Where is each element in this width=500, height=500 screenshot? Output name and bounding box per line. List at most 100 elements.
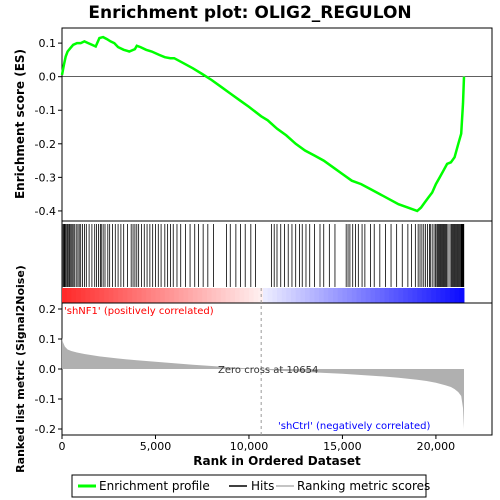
color-band-segment bbox=[183, 288, 189, 303]
color-band-segment bbox=[136, 288, 142, 303]
color-band-segment bbox=[80, 288, 86, 303]
color-band-segment bbox=[291, 288, 297, 303]
color-band-segment bbox=[426, 288, 432, 303]
color-band-segment bbox=[127, 288, 133, 303]
es-y-tick-label: -0.3 bbox=[35, 171, 56, 184]
color-band-segment bbox=[76, 288, 82, 303]
color-band-segment bbox=[132, 288, 138, 303]
color-band-segment bbox=[248, 288, 255, 303]
color-band-segment bbox=[281, 288, 287, 303]
color-band-segment bbox=[445, 288, 451, 303]
color-band-segment bbox=[342, 288, 348, 303]
color-band-segment bbox=[174, 288, 180, 303]
color-band-segment bbox=[216, 288, 222, 303]
es-y-axis-label: Enrichment score (ES) bbox=[13, 49, 27, 199]
metric-y-axis: 0.2 0.1 0.0 -0.1 -0.2 bbox=[35, 303, 62, 436]
color-band-segment bbox=[351, 288, 357, 303]
color-band-segment bbox=[66, 288, 72, 303]
color-band-segment bbox=[431, 288, 437, 303]
legend-enrichment-label: Enrichment profile bbox=[99, 479, 210, 493]
color-band-segment bbox=[370, 288, 376, 303]
es-y-tick-label: -0.4 bbox=[35, 205, 56, 218]
gene-hit-markers bbox=[62, 224, 465, 287]
color-band-segment bbox=[277, 288, 283, 303]
color-band-segment bbox=[155, 288, 161, 303]
enrichment-profile-line bbox=[60, 35, 466, 213]
color-band-segment bbox=[309, 288, 315, 303]
color-band-segment bbox=[319, 288, 325, 303]
color-band-segment bbox=[375, 288, 381, 303]
color-band-segment bbox=[272, 288, 278, 303]
color-band-segment bbox=[393, 288, 400, 303]
color-band-segment bbox=[379, 288, 385, 303]
chart-title: Enrichment plot: OLIG2_REGULON bbox=[88, 3, 411, 23]
legend-box bbox=[71, 474, 427, 498]
color-band-segment bbox=[90, 288, 96, 303]
color-band-segment bbox=[323, 288, 329, 303]
es-y-tick-label: -0.2 bbox=[35, 138, 56, 151]
x-tick-label: 15,000 bbox=[323, 440, 362, 453]
color-band-segment bbox=[220, 288, 227, 303]
color-band-segment bbox=[253, 288, 259, 303]
color-band-segment bbox=[211, 288, 217, 303]
color-band-segment bbox=[412, 288, 418, 303]
color-band-segment bbox=[421, 288, 428, 303]
color-band-segment bbox=[160, 288, 166, 303]
color-band-segment bbox=[356, 288, 362, 303]
color-band-segment bbox=[230, 288, 236, 303]
metric-y-tick-label: 0.0 bbox=[39, 363, 57, 376]
x-axis-label: Rank in Ordered Dataset bbox=[193, 454, 361, 468]
color-band-segment bbox=[113, 288, 119, 303]
color-band-segment bbox=[417, 288, 423, 303]
x-tick-label: 20,000 bbox=[417, 440, 456, 453]
color-band-segment bbox=[314, 288, 320, 303]
color-band-segment bbox=[403, 288, 409, 303]
color-band-segment bbox=[146, 288, 152, 303]
es-y-tick-label: 0.0 bbox=[39, 71, 57, 84]
color-band-segment bbox=[333, 288, 339, 303]
color-band-segment bbox=[347, 288, 353, 303]
legend-hits-label: Hits bbox=[251, 479, 274, 493]
zero-cross-label: Zero cross at 10654 bbox=[218, 365, 318, 376]
color-band-segment bbox=[454, 288, 460, 303]
color-band-segment bbox=[150, 288, 156, 303]
color-band-segment bbox=[85, 288, 91, 303]
color-band-segment bbox=[99, 288, 105, 303]
color-band-segment bbox=[164, 288, 170, 303]
metric-y-tick-label: -0.1 bbox=[35, 393, 56, 406]
x-tick-label: 10,000 bbox=[230, 440, 269, 453]
metric-y-axis-label: Ranked list metric (Signal2Noise) bbox=[14, 265, 27, 473]
color-band-segment bbox=[104, 288, 110, 303]
negative-correlation-label: 'shCtrl' (negatively correlated) bbox=[278, 421, 430, 432]
color-band-segment bbox=[435, 288, 442, 303]
rank-color-band bbox=[62, 288, 465, 303]
legend-metric-label: Ranking metric scores bbox=[297, 479, 430, 493]
color-band-segment bbox=[178, 288, 185, 303]
x-axis: 0 5,000 10,000 15,000 20,000 bbox=[59, 435, 456, 453]
color-band-segment bbox=[94, 288, 100, 303]
color-band-segment bbox=[202, 288, 208, 303]
color-band-segment bbox=[141, 288, 147, 303]
color-band-segment bbox=[118, 288, 124, 303]
color-band-segment bbox=[328, 288, 334, 303]
color-band-segment bbox=[206, 288, 213, 303]
es-y-tick-label: 0.1 bbox=[39, 37, 57, 50]
color-band-segment bbox=[459, 288, 465, 303]
color-band-segment bbox=[305, 288, 311, 303]
color-band-segment bbox=[262, 288, 269, 303]
color-band-segment bbox=[365, 288, 371, 303]
x-tick-label: 0 bbox=[59, 440, 66, 453]
metric-y-tick-label: 0.2 bbox=[39, 303, 57, 316]
metric-y-tick-label: 0.1 bbox=[39, 333, 57, 346]
color-band-segment bbox=[244, 288, 250, 303]
color-band-segment bbox=[295, 288, 301, 303]
color-band-segment bbox=[389, 288, 395, 303]
color-band-segment bbox=[337, 288, 343, 303]
color-band-segment bbox=[440, 288, 446, 303]
color-band-segment bbox=[169, 288, 175, 303]
color-band-segment bbox=[71, 288, 77, 303]
color-band-segment bbox=[300, 288, 306, 303]
color-band-segment bbox=[234, 288, 241, 303]
color-band-segment bbox=[407, 288, 414, 303]
